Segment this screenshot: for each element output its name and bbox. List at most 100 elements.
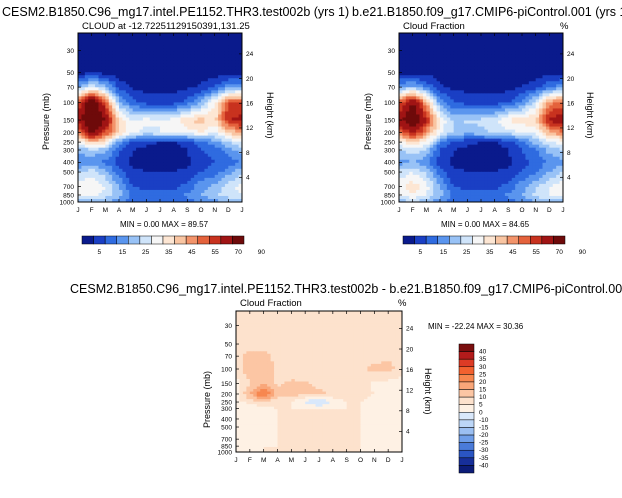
heatmap-cell: [508, 111, 513, 115]
heatmap-cell: [214, 162, 219, 167]
heatmap-cell: [173, 87, 178, 91]
heatmap-cell: [549, 81, 554, 85]
heatmap-cell: [139, 66, 144, 70]
heatmap-cell: [539, 81, 543, 85]
pressure-tick-label: 300: [63, 147, 74, 154]
heatmap-cell: [218, 108, 222, 112]
heatmap-cell: [470, 51, 475, 55]
heatmap-cell: [484, 33, 489, 37]
heatmap-cell: [528, 48, 533, 52]
heatmap-cell: [491, 63, 496, 67]
heatmap-cell: [539, 42, 543, 46]
heatmap-cell: [460, 111, 465, 115]
heatmap-cell: [238, 168, 243, 173]
heatmap-cell: [197, 183, 202, 188]
heatmap-cell: [136, 189, 140, 194]
heatmap-cell: [422, 51, 427, 55]
heatmap-cell: [105, 105, 110, 109]
heatmap-cell: [173, 192, 178, 197]
heatmap-cell: [504, 78, 509, 82]
heatmap-cell: [204, 171, 209, 176]
heatmap-cell: [156, 126, 161, 130]
heatmap-cell: [535, 36, 540, 40]
heatmap-cell: [201, 159, 205, 164]
heatmap-cell: [98, 165, 103, 170]
heatmap-cell: [494, 39, 499, 43]
heatmap-cell: [201, 81, 205, 85]
heatmap-cell: [142, 147, 147, 152]
heatmap-cell: [78, 96, 82, 100]
heatmap-cell: [528, 138, 533, 143]
heatmap-cell: [197, 156, 202, 161]
heatmap-cell: [108, 132, 113, 137]
heatmap-cell: [539, 117, 543, 121]
heatmap-cell: [129, 102, 134, 106]
heatmap-cell: [149, 165, 154, 170]
heatmap-cell: [549, 111, 554, 115]
heatmap-cell: [477, 42, 482, 46]
heatmap-cell: [238, 174, 243, 179]
heatmap-cell: [101, 69, 106, 73]
heatmap-cell: [122, 60, 127, 64]
heatmap-cell: [221, 168, 226, 173]
heatmap-cell: [207, 117, 212, 121]
heatmap-cell: [112, 186, 116, 191]
heatmap-cell: [194, 138, 198, 143]
heatmap-cell: [149, 75, 154, 79]
heatmap-cell: [170, 177, 175, 182]
heatmap-cell: [549, 123, 554, 127]
heatmap-cell: [194, 153, 198, 158]
heatmap-cell: [153, 99, 157, 103]
heatmap-cell: [132, 63, 137, 67]
heatmap-cell: [426, 45, 431, 49]
heatmap-cell: [194, 159, 198, 164]
heatmap-cell: [235, 186, 239, 191]
heatmap-cell: [504, 75, 509, 79]
heatmap-cell: [125, 99, 130, 103]
heatmap-cell: [549, 135, 554, 140]
heatmap-cell: [508, 45, 513, 49]
heatmap-cell: [556, 111, 560, 115]
panel2-heatmap: [399, 33, 564, 203]
heatmap-cell: [460, 48, 465, 52]
heatmap-cell: [194, 60, 198, 64]
heatmap-cell: [532, 111, 537, 115]
heatmap-cell: [549, 78, 554, 82]
heatmap-cell: [153, 153, 157, 158]
heatmap-cell: [481, 105, 485, 109]
heatmap-cell: [235, 195, 239, 200]
heatmap-cell: [224, 87, 229, 91]
heatmap-cell: [477, 60, 482, 64]
heatmap-cell: [416, 84, 420, 88]
heatmap-cell: [156, 93, 161, 97]
heatmap-cell: [170, 168, 175, 173]
heatmap-cell: [187, 111, 192, 115]
heatmap-cell: [183, 93, 188, 97]
heatmap-cell: [146, 42, 151, 46]
heatmap-cell: [187, 129, 192, 133]
heatmap-cell: [91, 48, 96, 52]
heatmap-cell: [501, 87, 506, 91]
heatmap-cell: [101, 105, 106, 109]
heatmap-cell: [231, 162, 236, 167]
heatmap-cell: [221, 114, 226, 118]
heatmap-cell: [136, 198, 140, 203]
heatmap-cell: [81, 189, 86, 194]
heatmap-cell: [81, 81, 86, 85]
heatmap-cell: [153, 87, 157, 91]
heatmap-cell: [170, 147, 175, 152]
heatmap-cell: [477, 96, 482, 100]
heatmap-cell: [180, 180, 185, 185]
heatmap-cell: [511, 42, 516, 46]
heatmap-cell: [508, 135, 513, 140]
heatmap-cell: [190, 189, 195, 194]
heatmap-cell: [136, 36, 140, 40]
heatmap-cell: [142, 48, 147, 52]
heatmap-cell: [453, 102, 458, 106]
heatmap-cell: [112, 126, 116, 130]
heatmap-cell: [81, 192, 86, 197]
heatmap-cell: [463, 108, 468, 112]
heatmap-cell: [122, 54, 127, 58]
heatmap-cell: [108, 159, 113, 164]
heatmap-cell: [446, 162, 451, 167]
